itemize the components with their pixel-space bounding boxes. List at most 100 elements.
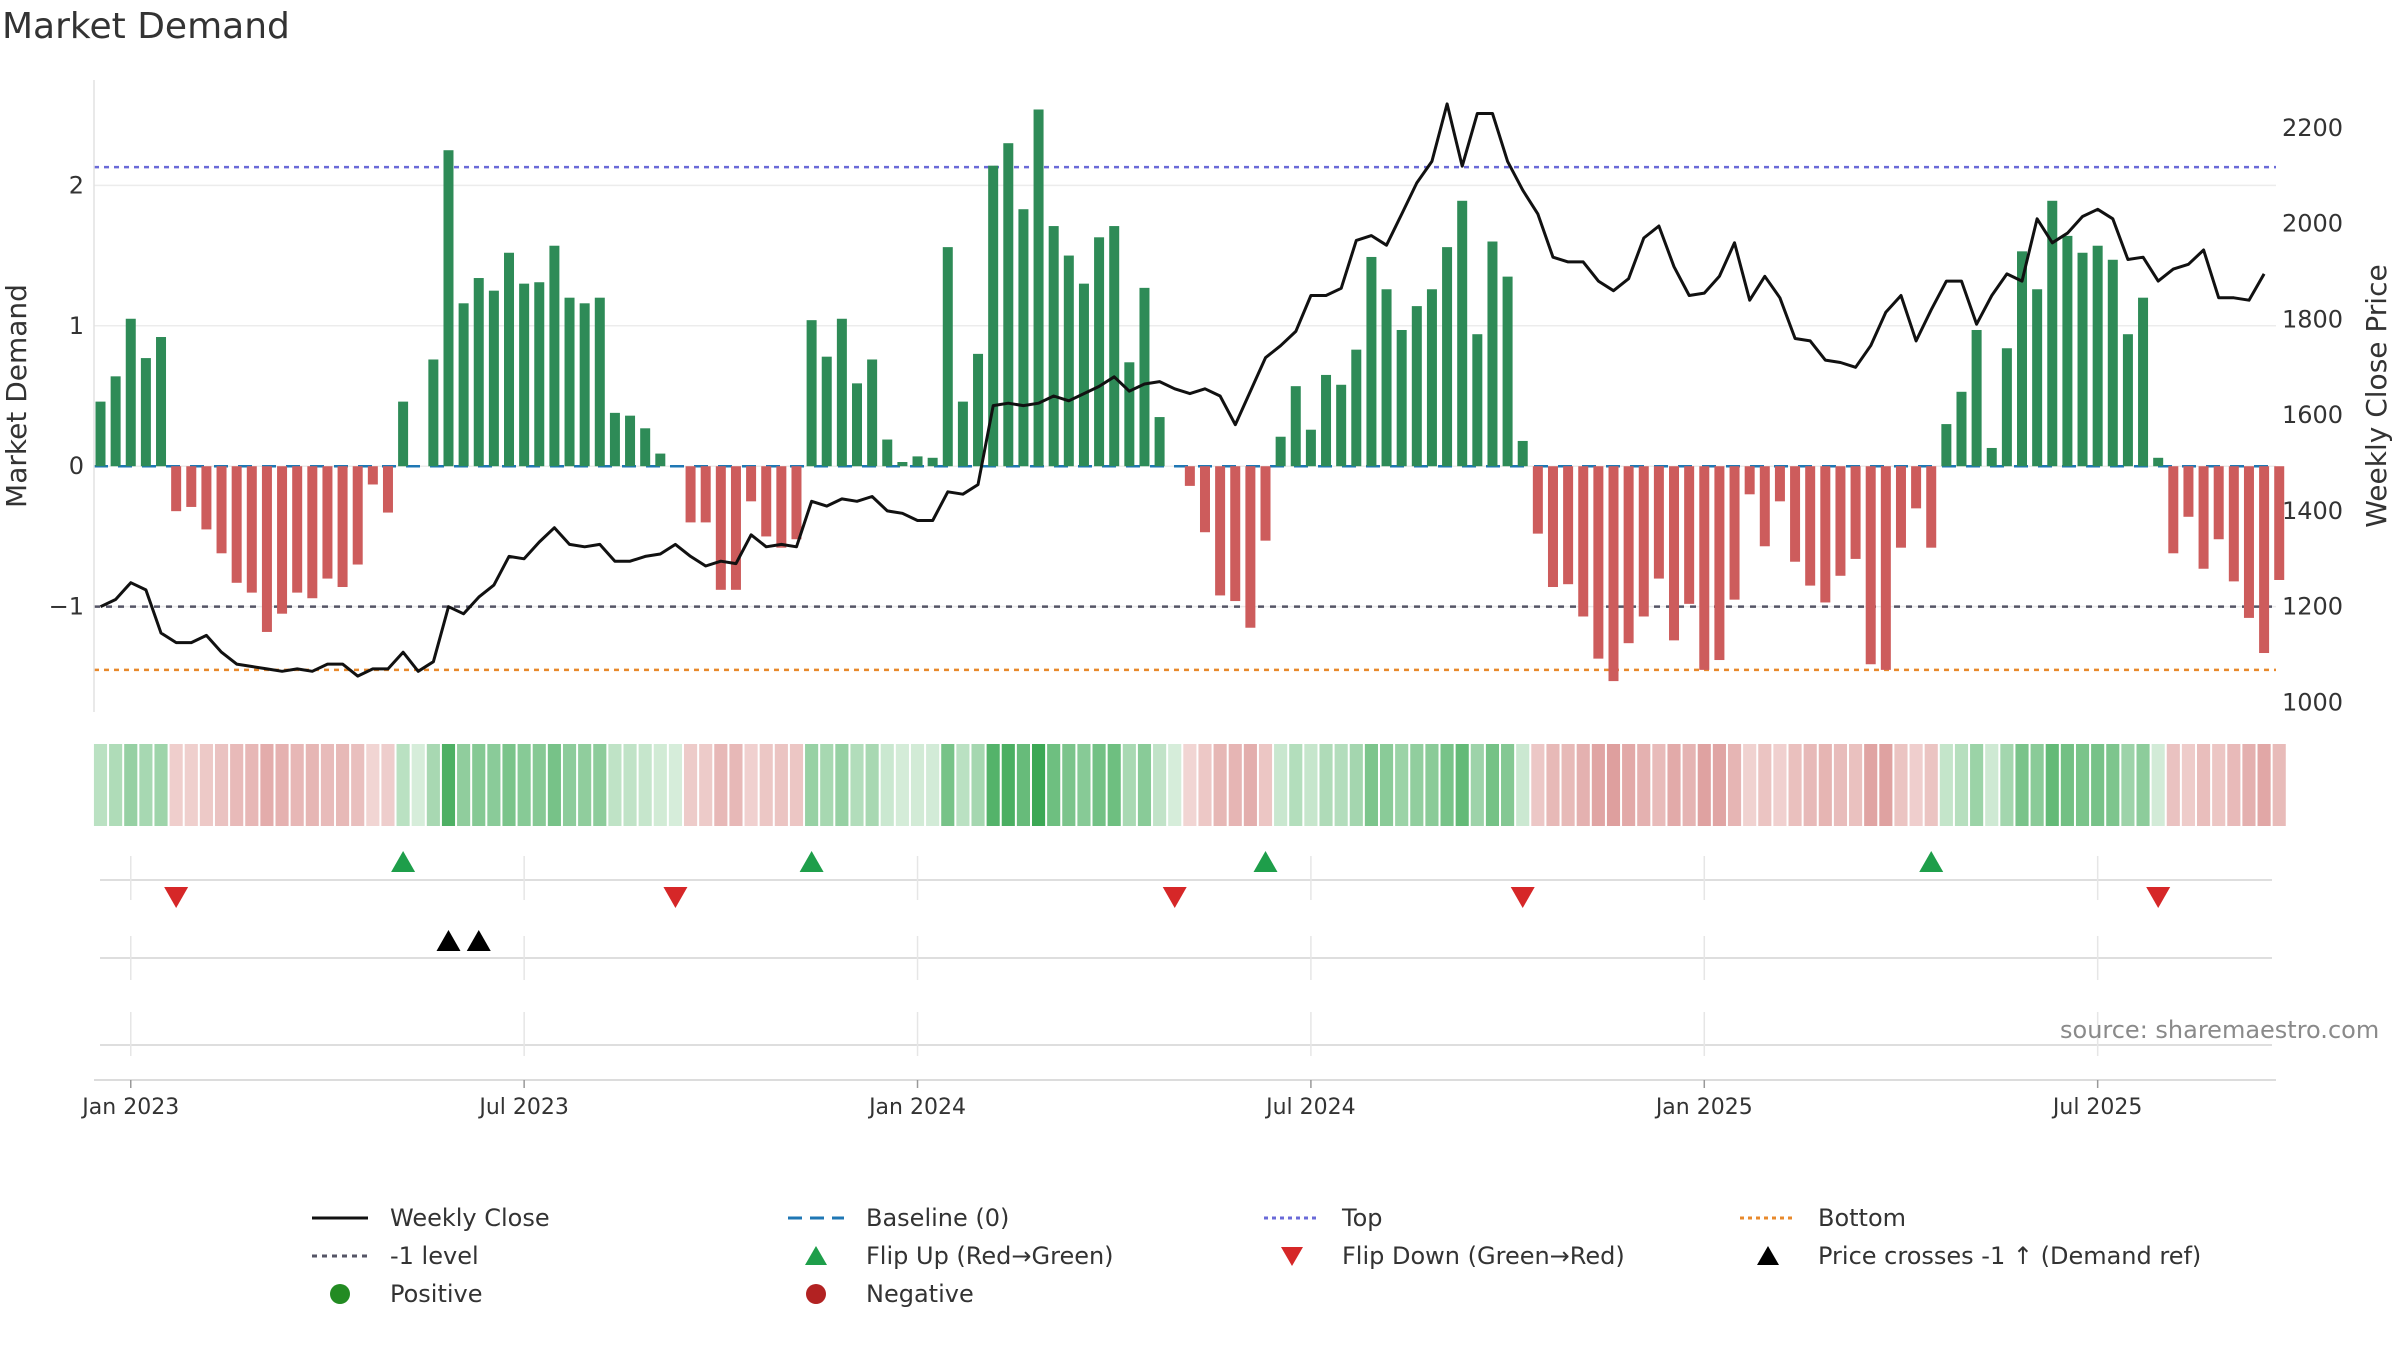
- flip-up-marker: [1253, 851, 1278, 872]
- demand-bar: [761, 466, 772, 537]
- demand-bar: [534, 282, 545, 467]
- strip-cell: [1062, 744, 1076, 826]
- demand-bar: [1684, 466, 1695, 604]
- demand-bar: [1638, 466, 1649, 617]
- demand-bar: [1366, 256, 1377, 467]
- legend-item-weekly-close: Weekly Close: [310, 1202, 550, 1234]
- demand-bar: [2062, 235, 2073, 467]
- demand-bar: [776, 466, 787, 548]
- demand-bar: [2153, 457, 2164, 467]
- strip-cell: [1985, 744, 1999, 826]
- demand-bar: [1850, 466, 1861, 559]
- demand-bar: [912, 456, 923, 467]
- strip-cell: [1349, 744, 1363, 826]
- strip-cell: [1546, 744, 1560, 826]
- strip-cell: [109, 744, 123, 826]
- strip-cell: [805, 744, 819, 826]
- demand-bar: [1805, 466, 1816, 586]
- strip-cell: [789, 744, 804, 826]
- strip-cell: [1213, 744, 1227, 826]
- demand-bar: [1699, 466, 1710, 670]
- demand-bar: [1502, 276, 1513, 467]
- strip-cell: [441, 744, 456, 826]
- strip-cell: [290, 744, 304, 826]
- strip-cell: [1561, 744, 1575, 826]
- demand-bar: [1275, 436, 1286, 467]
- demand-bar: [1321, 374, 1332, 467]
- strip-cell: [562, 744, 577, 826]
- demand-bar: [307, 466, 318, 599]
- strip-cell: [2106, 744, 2120, 826]
- strip-cell: [835, 744, 849, 826]
- demand-bar: [352, 466, 363, 565]
- demand-bar: [2228, 466, 2239, 582]
- strip-cell: [1258, 744, 1273, 826]
- strip-cell: [411, 744, 425, 826]
- demand-bar: [2047, 200, 2058, 467]
- strip-cell: [1470, 744, 1484, 826]
- strip-cell: [2000, 744, 2014, 826]
- strip-cell: [2166, 744, 2180, 826]
- demand-bar: [1078, 283, 1089, 467]
- strip-cell: [1153, 744, 1167, 826]
- demand-bar: [1305, 429, 1316, 467]
- strip-cell: [1440, 744, 1454, 826]
- demand-bar: [1245, 466, 1256, 628]
- demand-bar: [1336, 384, 1347, 467]
- strip-cell: [320, 744, 335, 826]
- legend-label: Bottom: [1818, 1204, 1907, 1232]
- strip-cell: [2197, 744, 2211, 826]
- demand-bar: [2092, 245, 2103, 467]
- strip-cell: [729, 744, 743, 826]
- demand-bar: [1411, 306, 1422, 467]
- strip-cell: [1727, 744, 1742, 826]
- strip-cell: [1077, 744, 1091, 826]
- strip-cell: [230, 744, 244, 826]
- strip-cell: [1909, 744, 1923, 826]
- strip-cell: [1803, 744, 1817, 826]
- strip-cell: [1818, 744, 1832, 826]
- demand-bar: [655, 453, 666, 467]
- demand-bar: [1623, 466, 1634, 644]
- demand-bar: [973, 353, 984, 467]
- legend-label: Negative: [866, 1280, 974, 1308]
- signal-markers: [164, 851, 2171, 951]
- strip-cell: [1939, 744, 1953, 826]
- demand-bar: [1578, 466, 1589, 617]
- demand-bar: [1472, 334, 1483, 467]
- demand-bar: [367, 466, 378, 485]
- flip-down-marker: [1510, 887, 1535, 908]
- strip-cell: [1289, 744, 1303, 826]
- demand-bar: [95, 401, 106, 467]
- strip-cell: [124, 744, 138, 826]
- demand-bar: [791, 466, 802, 540]
- demand-bar: [171, 466, 182, 512]
- strip-cell: [336, 744, 350, 826]
- demand-bar: [2107, 259, 2118, 467]
- demand-bar: [1608, 466, 1619, 682]
- demand-bar: [1532, 466, 1543, 534]
- strip-cell: [1107, 744, 1121, 826]
- strip-cell: [2045, 744, 2059, 826]
- strip-cell: [93, 744, 108, 826]
- demand-bar: [1563, 466, 1574, 585]
- legend-label: Top: [1342, 1204, 1383, 1232]
- strip-cell: [608, 744, 622, 826]
- strip-cell: [895, 744, 909, 826]
- demand-bar: [1820, 466, 1831, 603]
- demand-bar: [1790, 466, 1801, 562]
- strip-cell: [154, 744, 168, 826]
- demand-bar: [685, 466, 696, 523]
- demand-bar: [625, 415, 636, 467]
- demand-bar: [1230, 466, 1241, 602]
- demand-bar: [2138, 297, 2149, 467]
- demand-bar: [1457, 200, 1468, 467]
- legend-item-minus-one: -1 level: [310, 1240, 479, 1272]
- strip-cell: [1319, 744, 1333, 826]
- demand-bar: [125, 318, 136, 467]
- strip-cell: [1168, 744, 1182, 826]
- demand-bar: [1487, 241, 1498, 467]
- strip-cell: [2121, 744, 2135, 826]
- demand-bar: [216, 466, 227, 554]
- demand-bar: [246, 466, 257, 593]
